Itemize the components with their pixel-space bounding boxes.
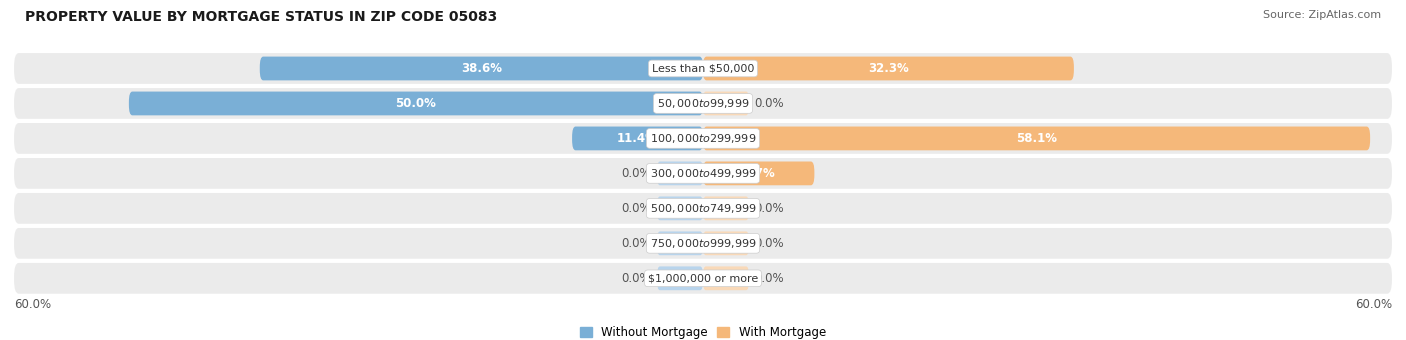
- FancyBboxPatch shape: [703, 267, 749, 290]
- FancyBboxPatch shape: [657, 197, 703, 220]
- Text: $750,000 to $999,999: $750,000 to $999,999: [650, 237, 756, 250]
- Text: 9.7%: 9.7%: [742, 167, 775, 180]
- FancyBboxPatch shape: [703, 232, 749, 255]
- Text: 0.0%: 0.0%: [621, 237, 651, 250]
- FancyBboxPatch shape: [657, 267, 703, 290]
- Text: $500,000 to $749,999: $500,000 to $749,999: [650, 202, 756, 215]
- Text: 60.0%: 60.0%: [14, 298, 51, 310]
- Text: 0.0%: 0.0%: [621, 272, 651, 285]
- FancyBboxPatch shape: [657, 162, 703, 185]
- Text: 50.0%: 50.0%: [395, 97, 436, 110]
- Text: $50,000 to $99,999: $50,000 to $99,999: [657, 97, 749, 110]
- Text: 0.0%: 0.0%: [755, 272, 785, 285]
- FancyBboxPatch shape: [14, 158, 1392, 189]
- FancyBboxPatch shape: [703, 126, 1369, 150]
- Text: PROPERTY VALUE BY MORTGAGE STATUS IN ZIP CODE 05083: PROPERTY VALUE BY MORTGAGE STATUS IN ZIP…: [25, 10, 498, 24]
- FancyBboxPatch shape: [14, 193, 1392, 224]
- Text: $100,000 to $299,999: $100,000 to $299,999: [650, 132, 756, 145]
- Text: 11.4%: 11.4%: [617, 132, 658, 145]
- Text: 58.1%: 58.1%: [1017, 132, 1057, 145]
- Text: $300,000 to $499,999: $300,000 to $499,999: [650, 167, 756, 180]
- FancyBboxPatch shape: [14, 123, 1392, 154]
- FancyBboxPatch shape: [657, 232, 703, 255]
- FancyBboxPatch shape: [703, 162, 814, 185]
- FancyBboxPatch shape: [703, 56, 1074, 80]
- FancyBboxPatch shape: [14, 53, 1392, 84]
- Text: 0.0%: 0.0%: [755, 202, 785, 215]
- FancyBboxPatch shape: [14, 263, 1392, 294]
- FancyBboxPatch shape: [14, 228, 1392, 259]
- Text: 38.6%: 38.6%: [461, 62, 502, 75]
- FancyBboxPatch shape: [14, 88, 1392, 119]
- Text: 0.0%: 0.0%: [621, 167, 651, 180]
- Text: $1,000,000 or more: $1,000,000 or more: [648, 273, 758, 283]
- FancyBboxPatch shape: [703, 91, 749, 115]
- Text: 32.3%: 32.3%: [868, 62, 908, 75]
- Text: 60.0%: 60.0%: [1355, 298, 1392, 310]
- Text: 0.0%: 0.0%: [755, 97, 785, 110]
- FancyBboxPatch shape: [129, 91, 703, 115]
- FancyBboxPatch shape: [703, 197, 749, 220]
- Text: 0.0%: 0.0%: [621, 202, 651, 215]
- Text: Less than $50,000: Less than $50,000: [652, 64, 754, 73]
- Text: Source: ZipAtlas.com: Source: ZipAtlas.com: [1263, 10, 1381, 20]
- Text: 0.0%: 0.0%: [755, 237, 785, 250]
- FancyBboxPatch shape: [260, 56, 703, 80]
- FancyBboxPatch shape: [572, 126, 703, 150]
- Legend: Without Mortgage, With Mortgage: Without Mortgage, With Mortgage: [575, 321, 831, 340]
